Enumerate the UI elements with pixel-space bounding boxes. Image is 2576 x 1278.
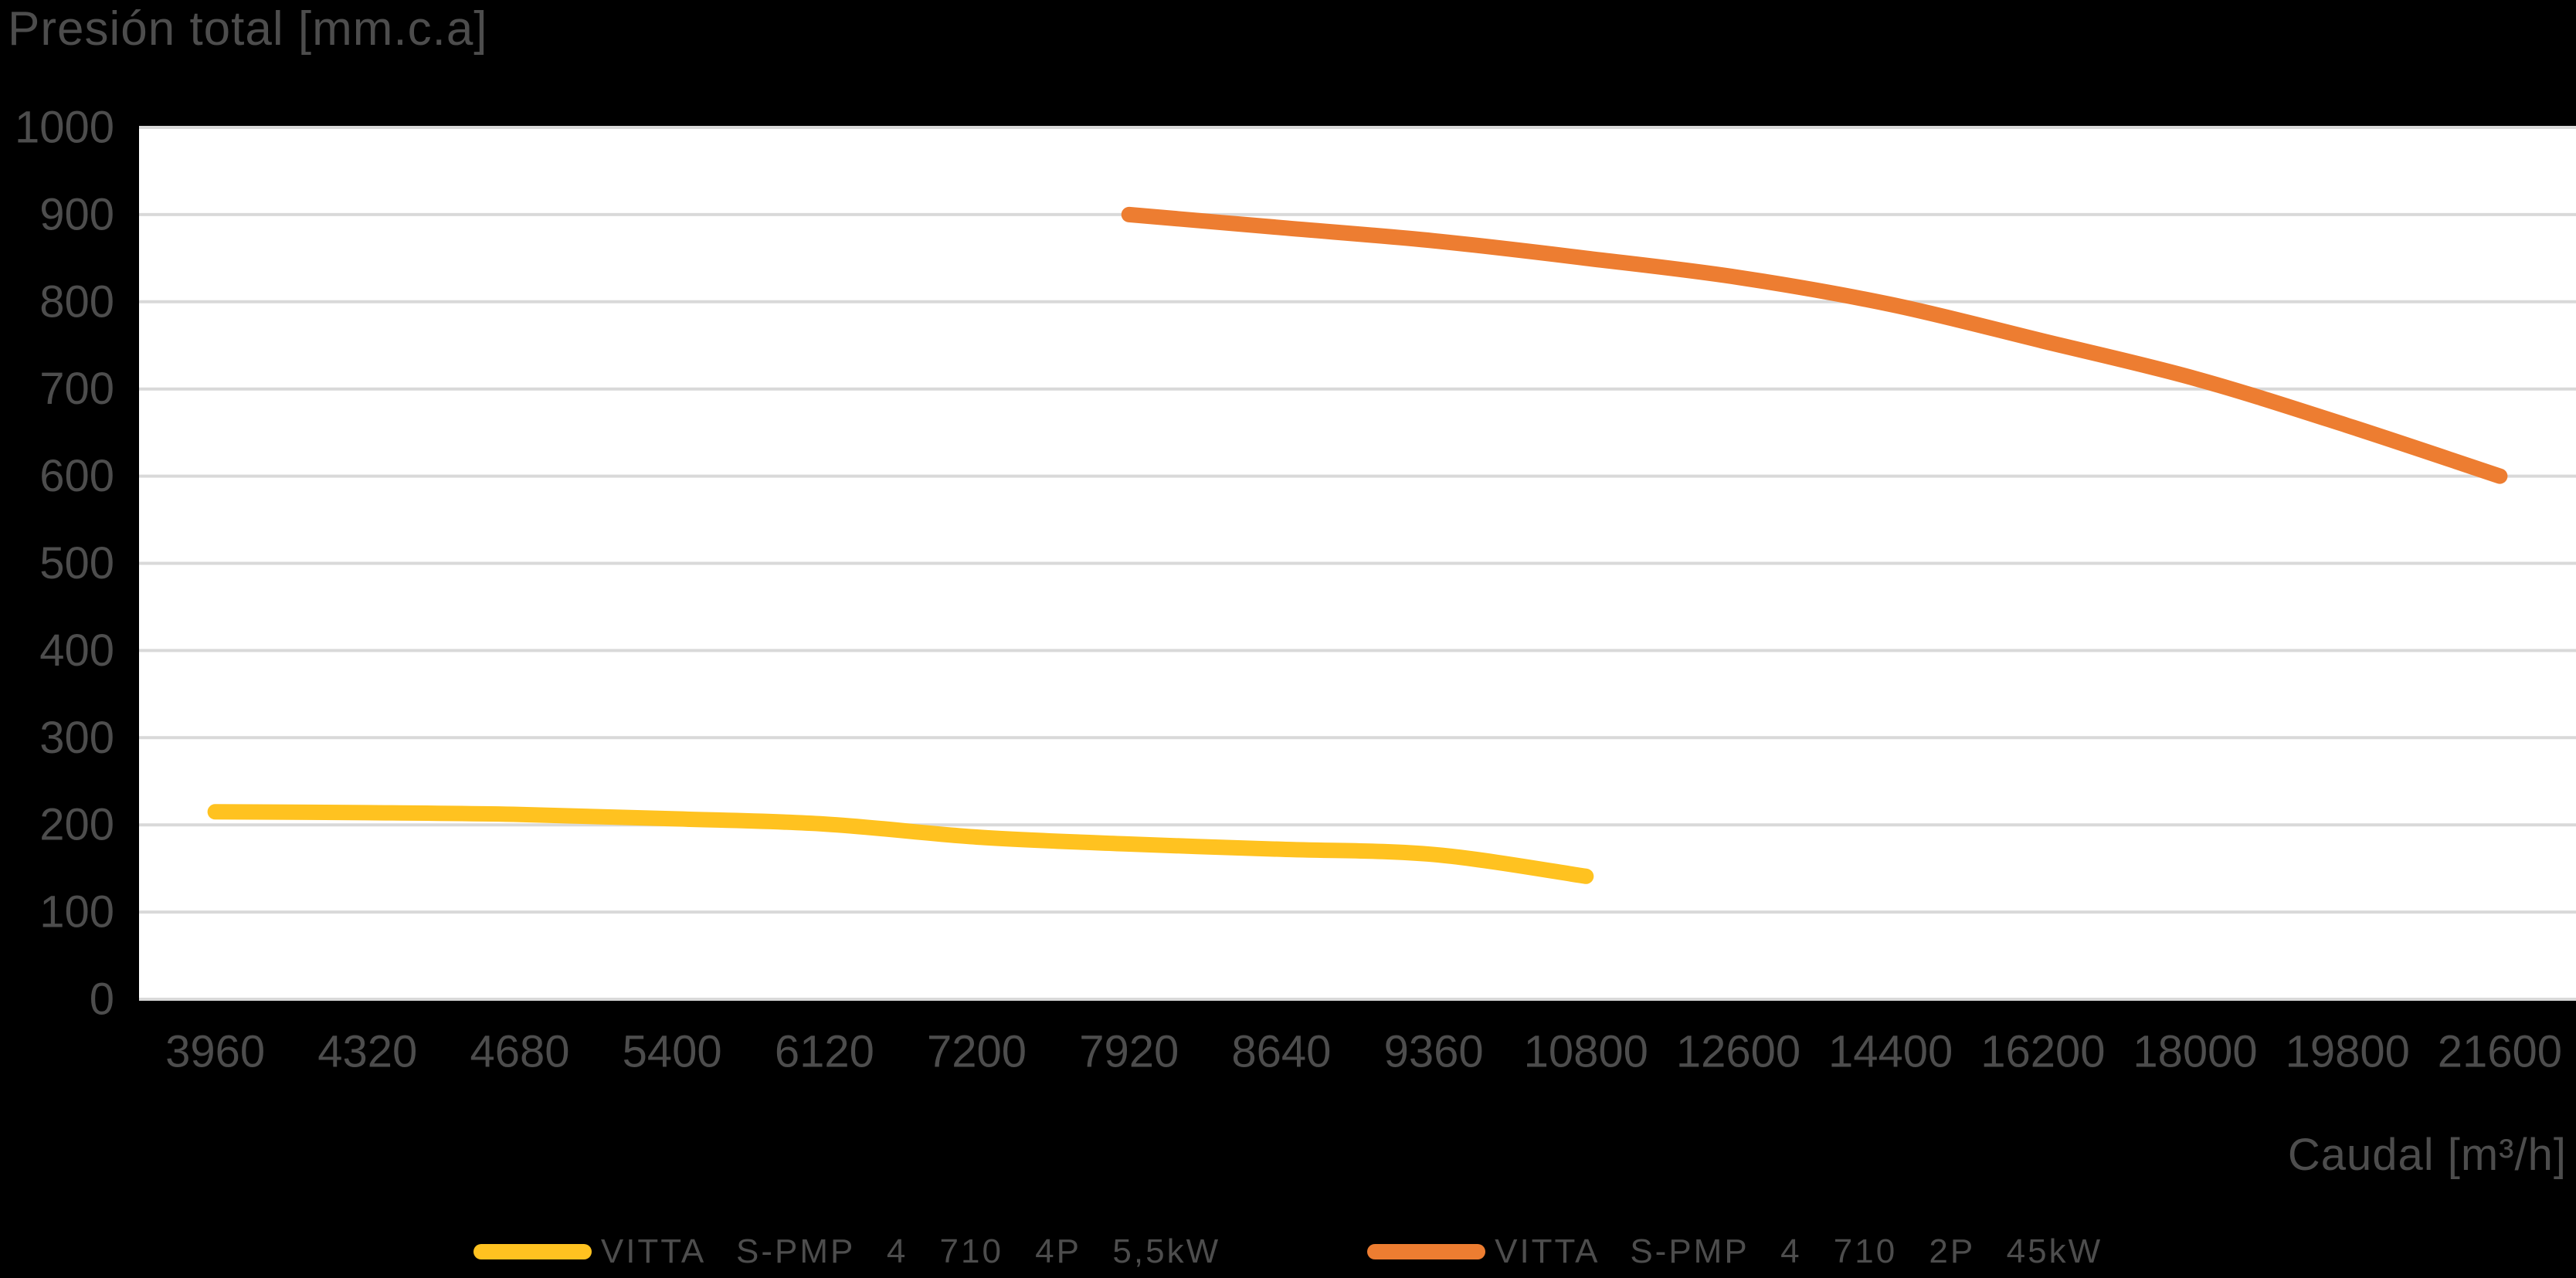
legend-label-0: VITTA S-PMP 4 710 4P 5,5kW — [600, 1232, 1221, 1270]
legend-swatch-0 — [473, 1244, 592, 1259]
y-tick-label-500: 500 — [39, 538, 114, 588]
x-tick-label-5400: 5400 — [623, 1027, 722, 1077]
x-tick-label-19800: 19800 — [2286, 1027, 2410, 1077]
y-tick-label-600: 600 — [39, 451, 114, 501]
chart-title: Presión total [mm.c.a] — [8, 2, 488, 56]
x-tick-label-7200: 7200 — [927, 1027, 1027, 1077]
y-tick-label-300: 300 — [39, 713, 114, 763]
y-tick-label-1000: 1000 — [15, 103, 114, 153]
x-tick-label-18000: 18000 — [2133, 1027, 2257, 1077]
x-tick-label-3960: 3960 — [165, 1027, 265, 1077]
x-tick-label-10800: 10800 — [1524, 1027, 1648, 1077]
legend-swatch-1 — [1367, 1244, 1486, 1259]
legend-item-1: VITTA S-PMP 4 710 2P 45kW — [1367, 1232, 2103, 1271]
y-tick-label-0: 0 — [90, 975, 114, 1025]
legend: VITTA S-PMP 4 710 4P 5,5kW VITTA S-PMP 4 … — [0, 1232, 2576, 1271]
y-tick-label-200: 200 — [39, 800, 114, 850]
y-tick-label-100: 100 — [39, 887, 114, 937]
x-tick-label-4320: 4320 — [317, 1027, 417, 1077]
x-tick-label-8640: 8640 — [1231, 1027, 1331, 1077]
x-tick-label-16200: 16200 — [1980, 1027, 2105, 1077]
series-line-0 — [207, 804, 1594, 884]
x-axis-title: Caudal [m³/h] — [2287, 1130, 2567, 1180]
x-tick-label-21600: 21600 — [2438, 1027, 2562, 1077]
y-tick-label-700: 700 — [39, 364, 114, 414]
x-tick-label-6120: 6120 — [775, 1027, 874, 1077]
x-tick-label-9360: 9360 — [1384, 1027, 1484, 1077]
x-tick-label-14400: 14400 — [1828, 1027, 1953, 1077]
x-tick-label-4680: 4680 — [470, 1027, 569, 1077]
x-tick-label-7920: 7920 — [1079, 1027, 1179, 1077]
y-tick-label-900: 900 — [39, 189, 114, 239]
y-tick-label-400: 400 — [39, 625, 114, 676]
x-tick-label-12600: 12600 — [1676, 1027, 1800, 1077]
series-line-1 — [1121, 206, 2508, 484]
legend-item-0: VITTA S-PMP 4 710 4P 5,5kW — [473, 1232, 1220, 1271]
legend-label-1: VITTA S-PMP 4 710 2P 45kW — [1495, 1232, 2103, 1270]
y-tick-label-800: 800 — [39, 276, 114, 327]
